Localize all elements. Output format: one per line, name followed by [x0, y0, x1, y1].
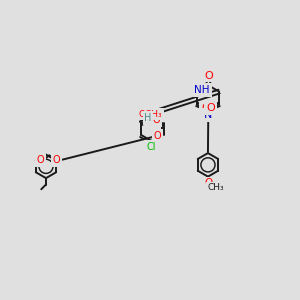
Text: O: O: [206, 103, 215, 113]
Text: O: O: [36, 155, 44, 165]
Text: O: O: [53, 155, 60, 165]
Text: H: H: [144, 113, 152, 123]
Text: O: O: [153, 115, 160, 125]
Text: N: N: [204, 110, 212, 120]
Text: O: O: [153, 131, 161, 141]
Text: O: O: [205, 71, 214, 81]
Text: OCH₃: OCH₃: [139, 110, 162, 119]
Text: Cl: Cl: [146, 142, 156, 152]
Text: O: O: [204, 178, 213, 188]
Text: O: O: [201, 103, 210, 113]
Text: CH₃: CH₃: [207, 183, 224, 192]
Text: NH: NH: [194, 85, 210, 95]
